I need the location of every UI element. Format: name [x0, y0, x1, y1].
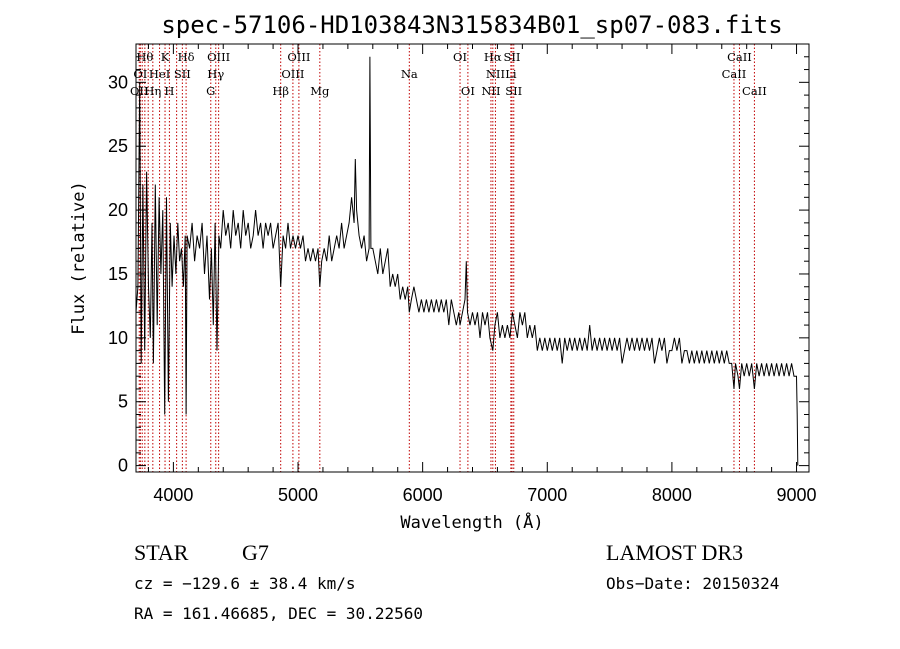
line-label-21: G: [206, 84, 215, 98]
y-axis-ticks: 0 5 10 15 20 25 30: [108, 56, 809, 476]
chart-title: spec-57106-HD103843N315834B01_sp07-083.f…: [161, 11, 782, 39]
line-label-0: Hθ: [136, 50, 153, 64]
line-label-25: NII: [481, 84, 500, 98]
y-tick-label-20: 20: [108, 200, 128, 220]
line-label-2: Hδ: [178, 50, 195, 64]
y-tick-label-0: 0: [118, 456, 128, 476]
line-label-9: OI: [133, 67, 147, 81]
line-label-19: Hη: [144, 84, 161, 98]
line-label-5: OI: [453, 50, 467, 64]
line-label-11: SII: [174, 67, 191, 81]
x-axis-ticks: 4000 5000 6000 7000 8000 9000: [147, 44, 817, 505]
line-label-23: Mg: [310, 84, 330, 98]
x-axis-label: Wavelength (Å): [400, 511, 543, 533]
spectral-line-markers: [138, 44, 755, 472]
object-subclass: G7: [242, 540, 269, 565]
line-label-8: CaII: [727, 50, 752, 64]
y-tick-label-30: 30: [108, 72, 128, 92]
x-tick-label-9000: 9000: [777, 485, 817, 505]
line-label-6: Hα: [484, 50, 502, 64]
y-axis-label: Flux (relative): [69, 181, 89, 335]
ra-dec-coordinates: RA = 161.46685, DEC = 30.22560: [134, 604, 423, 623]
line-label-22: Hβ: [272, 84, 289, 98]
line-label-20: H: [164, 84, 174, 98]
line-label-13: OIII: [281, 67, 304, 81]
line-label-16: Li: [505, 67, 517, 81]
line-label-15: NII: [486, 67, 505, 81]
line-label-1: K: [161, 50, 170, 64]
x-tick-label-4000: 4000: [153, 485, 193, 505]
plot-frame: [135, 43, 810, 473]
line-label-26: SII: [505, 84, 522, 98]
line-label-12: Hγ: [207, 67, 224, 81]
spectrum-line: [135, 56, 799, 466]
line-label-24: OI: [461, 84, 475, 98]
observation-date: Obs−Date: 20150324: [606, 574, 779, 593]
survey-name: LAMOST DR3: [606, 540, 743, 565]
x-tick-label-5000: 5000: [278, 485, 318, 505]
y-tick-label-10: 10: [108, 328, 128, 348]
y-tick-label-25: 25: [108, 136, 128, 156]
y-tick-label-5: 5: [118, 392, 128, 412]
x-tick-label-6000: 6000: [403, 485, 443, 505]
x-tick-label-7000: 7000: [527, 485, 567, 505]
line-label-3: OIII: [207, 50, 230, 64]
line-label-10: HeI: [149, 67, 170, 81]
line-label-27: CaII: [742, 84, 767, 98]
line-label-17: CaII: [722, 67, 747, 81]
line-label-14: Na: [401, 67, 418, 81]
object-class: STAR: [134, 540, 189, 565]
redshift-cz: cz = −129.6 ± 38.4 km/s: [134, 574, 356, 593]
line-label-4: OIII: [287, 50, 310, 64]
line-label-7: SII: [504, 50, 521, 64]
x-tick-label-8000: 8000: [652, 485, 692, 505]
y-tick-label-15: 15: [108, 264, 128, 284]
